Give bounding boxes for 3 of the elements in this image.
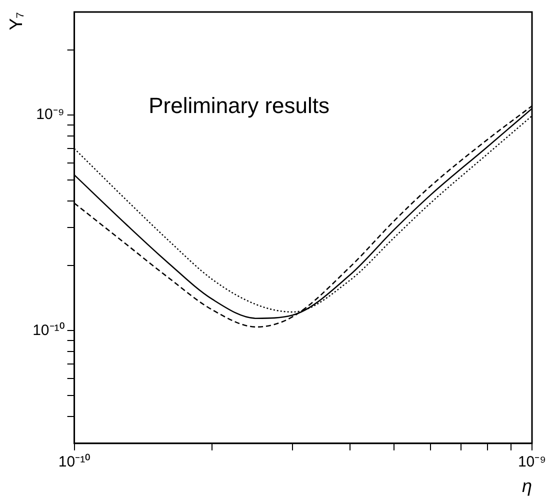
x-axis-title: η (522, 476, 532, 496)
annotation: Preliminary results (148, 92, 330, 118)
y-axis-title: Y₇ (6, 12, 26, 30)
